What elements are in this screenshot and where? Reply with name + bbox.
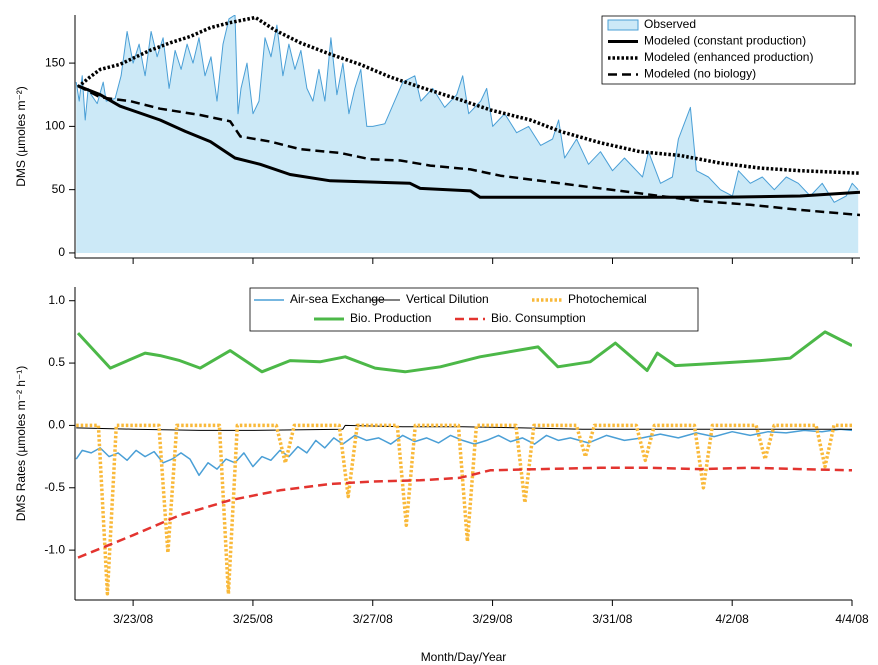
y-tick-label: 100 [45, 119, 65, 133]
x-tick-label: 3/27/08 [353, 612, 393, 626]
series-line [77, 84, 860, 199]
y-tick-label: 0 [58, 245, 65, 259]
y-axis-label: DMS Rates (µmoles m⁻² h⁻¹) [14, 366, 28, 522]
series-line [75, 428, 852, 477]
legend [249, 287, 699, 332]
x-tick-label: 3/29/08 [473, 612, 513, 626]
y-tick-label: 150 [45, 55, 65, 69]
y-tick-label: 0.5 [48, 355, 65, 369]
legend-label: Air-sea Exchange [290, 292, 385, 306]
y-axis-label: DMS (µmoles m⁻²) [14, 86, 28, 187]
y-tick-label: 1.0 [48, 293, 65, 307]
x-tick-label: 4/4/08 [835, 612, 869, 626]
series-line [76, 423, 852, 596]
plot-area [75, 15, 860, 253]
legend-label: Modeled (enhanced production) [644, 50, 813, 64]
legend-label: Photochemical [568, 292, 647, 306]
legend-swatch [607, 19, 639, 31]
legend-label: Vertical Dilution [406, 292, 489, 306]
legend-label: Bio. Production [350, 311, 431, 325]
series-line [77, 84, 860, 217]
y-tick-label: -1.0 [44, 542, 65, 556]
series-line [76, 15, 860, 175]
x-tick-label: 3/25/08 [233, 612, 273, 626]
x-tick-label: 4/2/08 [715, 612, 749, 626]
series-line [76, 330, 852, 374]
plot-area [75, 330, 852, 596]
area [76, 15, 859, 253]
x-tick-label: 3/23/08 [113, 612, 153, 626]
x-axis-label: Month/Day/Year [421, 650, 507, 664]
legend-label: Modeled (no biology) [644, 67, 756, 81]
legend-label: Bio. Consumption [491, 311, 586, 325]
y-tick-label: 50 [52, 182, 66, 196]
legend-label: Modeled (constant production) [644, 34, 806, 48]
y-tick-label: -0.5 [44, 480, 65, 494]
legend [601, 15, 856, 85]
legend-label: Observed [644, 17, 696, 31]
series-line [77, 466, 852, 559]
y-tick-label: 0.0 [48, 418, 65, 432]
x-tick-label: 3/31/08 [592, 612, 632, 626]
